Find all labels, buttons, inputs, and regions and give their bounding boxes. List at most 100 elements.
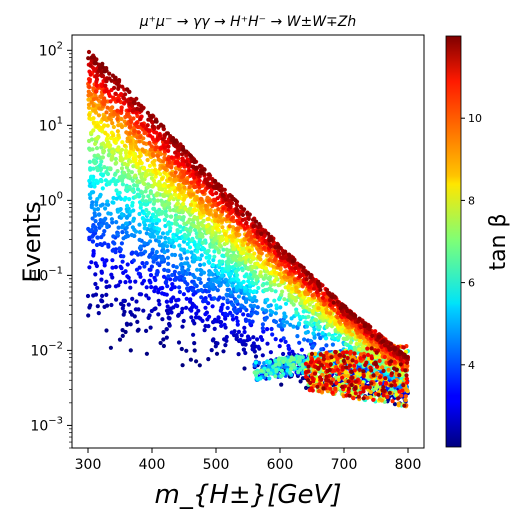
scatter-point (123, 234, 128, 239)
scatter-point (99, 172, 104, 177)
scatter-point (86, 313, 91, 318)
scatter-point (88, 195, 93, 201)
scatter-point (178, 205, 183, 210)
scatter-point (328, 311, 333, 316)
scatter-point (198, 280, 203, 285)
scatter-point (114, 220, 119, 225)
scatter-point (238, 250, 244, 255)
scatter-point (212, 254, 217, 259)
scatter-point (281, 336, 286, 341)
scatter-point (168, 225, 173, 231)
scatter-point (283, 339, 288, 344)
scatter-point (252, 303, 257, 309)
scatter-point (109, 217, 114, 222)
scatter-point (297, 293, 302, 298)
scatter-point (258, 270, 263, 275)
scatter-point (219, 323, 224, 328)
scatter-point (198, 215, 203, 220)
scatter-point (192, 281, 197, 287)
scatter-point (103, 216, 108, 221)
scatter-point (160, 317, 165, 322)
scatter-point (157, 187, 162, 192)
scatter-point (181, 318, 186, 324)
scatter-point (181, 201, 186, 206)
scatter-point (237, 257, 242, 262)
scatter-point (85, 293, 91, 299)
scatter-point (189, 250, 194, 255)
scatter-point (218, 283, 223, 288)
scatter-point (340, 375, 345, 380)
scatter-point (177, 243, 182, 248)
scatter-point (199, 288, 204, 293)
scatter-point (265, 297, 270, 302)
scatter-point (271, 264, 276, 269)
scatter-point (239, 303, 244, 308)
scatter-point (304, 299, 309, 304)
scatter-point (310, 308, 315, 314)
scatter-point (288, 358, 293, 363)
scatter-point (265, 341, 270, 346)
scatter-point (198, 316, 203, 321)
scatter-point (121, 170, 127, 175)
scatter-point (330, 342, 335, 347)
scatter-point (93, 292, 99, 297)
scatter-point (194, 249, 200, 254)
scatter-point (243, 342, 248, 347)
scatter-point (273, 337, 278, 342)
scatter-point (220, 269, 225, 274)
scatter-point (104, 221, 109, 227)
scatter-point (224, 292, 229, 297)
scatter-point (276, 357, 281, 362)
scatter-point (87, 305, 92, 310)
scatter-point (153, 218, 158, 223)
scatter-point (148, 239, 153, 244)
scatter-point (324, 343, 329, 348)
scatter-point (164, 327, 169, 332)
scatter-point (260, 337, 265, 342)
scatter-point (218, 308, 223, 313)
scatter-point (100, 186, 105, 191)
scatter-point (234, 263, 239, 268)
scatter-point (287, 279, 293, 284)
scatter-point (226, 249, 231, 254)
scatter-point (102, 304, 107, 309)
scatter-point (234, 315, 239, 320)
scatter-point (104, 170, 109, 175)
scatter-point (192, 184, 197, 190)
scatter-point (373, 355, 378, 360)
scatter-point (200, 245, 205, 251)
scatter-point (281, 319, 286, 324)
scatter-point (172, 221, 178, 226)
scatter-point (161, 183, 166, 188)
scatter-point (93, 161, 98, 166)
scatter-point (227, 259, 232, 264)
scatter-point (286, 346, 291, 351)
scatter-point (282, 323, 287, 328)
scatter-point (241, 347, 246, 352)
scatter-point (238, 284, 243, 289)
scatter-point (267, 258, 272, 263)
scatter-point (273, 358, 278, 363)
scatter-point (148, 191, 153, 196)
scatter-point (231, 256, 236, 261)
scatter-point (94, 124, 99, 129)
scatter-point (103, 206, 108, 211)
scatter-point (165, 244, 170, 249)
scatter-point (215, 341, 220, 346)
scatter-point (326, 332, 332, 337)
scatter-point (214, 279, 219, 284)
scatter-point (108, 166, 113, 171)
scatter-point (230, 238, 235, 243)
scatter-point (320, 331, 325, 336)
scatter-point (163, 235, 168, 240)
scatter-point (116, 123, 121, 128)
scatter-point (357, 347, 362, 352)
scatter-point (146, 296, 151, 301)
scatter-point (231, 277, 236, 282)
scatter-point (110, 248, 115, 253)
scatter-point (164, 213, 169, 219)
scatter-point (180, 324, 185, 329)
scatter-point (257, 360, 262, 365)
scatter-point (133, 194, 138, 199)
scatter-point (101, 101, 106, 106)
